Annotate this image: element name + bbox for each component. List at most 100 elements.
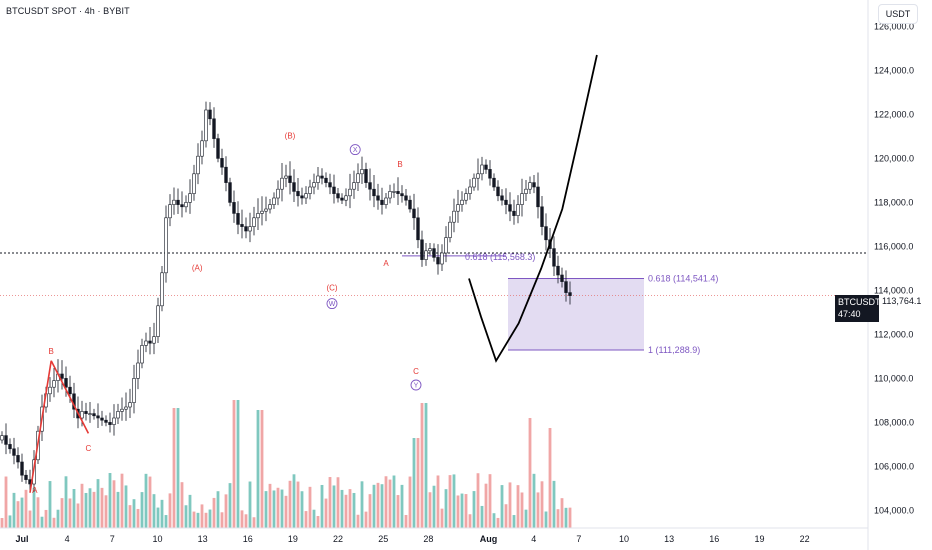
- candle-body: [188, 193, 192, 203]
- candle-body: [564, 281, 568, 293]
- candle-body: [468, 186, 472, 194]
- volume-bar: [48, 481, 52, 528]
- candle-body: [532, 182, 536, 188]
- price-tick-label: 124,000.0: [874, 65, 914, 75]
- candle-body: [24, 474, 28, 480]
- volume-bar: [92, 491, 96, 528]
- candle-body: [568, 292, 572, 296]
- candle-body: [124, 406, 128, 410]
- volume-bar: [292, 474, 296, 528]
- volume-bar: [300, 491, 304, 528]
- time-tick-label: 16: [243, 534, 253, 544]
- candle-body: [212, 118, 216, 139]
- candle-body: [456, 204, 460, 212]
- fib-1-label: 1 (111,288.9): [648, 345, 700, 355]
- volume-bar: [552, 480, 556, 528]
- price-axis[interactable]: 126,000.0 124,000.0 122,000.0 120,000.0 118,…: [867, 0, 914, 550]
- volume-bar: [392, 475, 396, 528]
- volume-bar: [488, 474, 492, 528]
- candle-body: [348, 188, 352, 197]
- candle-body: [48, 386, 52, 395]
- candle-body: [424, 250, 428, 260]
- volume-bar: [512, 515, 516, 528]
- candle-body: [156, 305, 160, 337]
- candle-body: [116, 411, 120, 419]
- candle-body: [320, 175, 324, 179]
- volume-bar: [560, 498, 564, 528]
- volume-bar: [360, 481, 364, 528]
- candle-body: [20, 461, 24, 476]
- candle-body: [436, 257, 440, 265]
- volume-bar: [228, 483, 232, 528]
- candle-body: [368, 182, 372, 190]
- volume-bar: [540, 481, 544, 528]
- wave-label: (C): [326, 283, 337, 292]
- volume-bar: [420, 403, 424, 528]
- volume-bar: [80, 483, 84, 528]
- volume-bar: [476, 473, 480, 528]
- volume-bar: [508, 482, 512, 528]
- volume-bar: [148, 476, 152, 528]
- time-axis[interactable]: Jul 4 7 10 13 16 19 22 25 28 Aug 4 7 10 13 16 19 22: [0, 527, 868, 544]
- candle-body: [328, 182, 332, 188]
- price-tick-label: 116,000.0: [874, 241, 913, 251]
- volume-bar: [76, 503, 80, 528]
- candle-body: [288, 175, 292, 183]
- candle-body: [364, 169, 368, 183]
- candle-body: [372, 188, 376, 197]
- volume-bar: [460, 493, 464, 528]
- candle-body: [536, 186, 540, 208]
- time-tick-label: 4: [531, 534, 536, 544]
- wave-label: A: [383, 259, 389, 268]
- candle-body: [232, 202, 236, 214]
- candle-body: [152, 336, 156, 344]
- volume-bar: [404, 514, 408, 528]
- last-price-symbol: BTCUSDT: [838, 297, 881, 307]
- candle-body: [208, 109, 212, 120]
- volume-bar: [20, 497, 24, 528]
- candle-body: [296, 191, 300, 197]
- candle-body: [216, 138, 220, 159]
- candle-body: [356, 173, 360, 183]
- candle-body: [192, 173, 196, 194]
- volume-bar: [524, 509, 528, 528]
- candle-body: [380, 199, 384, 205]
- candle-body: [500, 195, 504, 201]
- candle-body: [148, 340, 152, 344]
- volume-bar: [384, 476, 388, 528]
- wave-label: A: [32, 486, 38, 495]
- candle-body: [448, 221, 452, 238]
- candle-body: [12, 448, 16, 456]
- candle-body: [104, 419, 108, 423]
- volume-bar: [504, 504, 508, 528]
- candle-body: [556, 265, 560, 276]
- volume-bar: [320, 484, 324, 528]
- candle-body: [420, 239, 424, 260]
- candle-body: [324, 177, 328, 183]
- candle-body: [160, 272, 164, 307]
- volume-bar: [408, 476, 412, 528]
- candle-body: [68, 386, 72, 395]
- volume-bar: [324, 498, 328, 528]
- volume-bar: [168, 493, 172, 528]
- volume-bar: [500, 485, 504, 528]
- wxy-circle: [410, 379, 422, 391]
- volume-bar: [276, 487, 280, 528]
- candle-body: [552, 248, 556, 267]
- candle-body: [0, 435, 4, 441]
- wave-label: (A): [192, 264, 203, 273]
- candle-body: [484, 164, 488, 170]
- volume-bar: [312, 509, 316, 528]
- time-tick-label: 19: [288, 534, 298, 544]
- volume-bar: [248, 481, 252, 528]
- volume-bar: [288, 480, 292, 528]
- wave-label: B: [397, 160, 402, 169]
- volume-bar: [4, 476, 8, 528]
- candle-body: [168, 204, 172, 219]
- wave-label: C: [413, 367, 419, 376]
- candle-body: [492, 177, 496, 188]
- currency-button[interactable]: USDT: [878, 4, 918, 24]
- wxy-circle: [349, 144, 361, 156]
- volume-bar: [28, 510, 32, 528]
